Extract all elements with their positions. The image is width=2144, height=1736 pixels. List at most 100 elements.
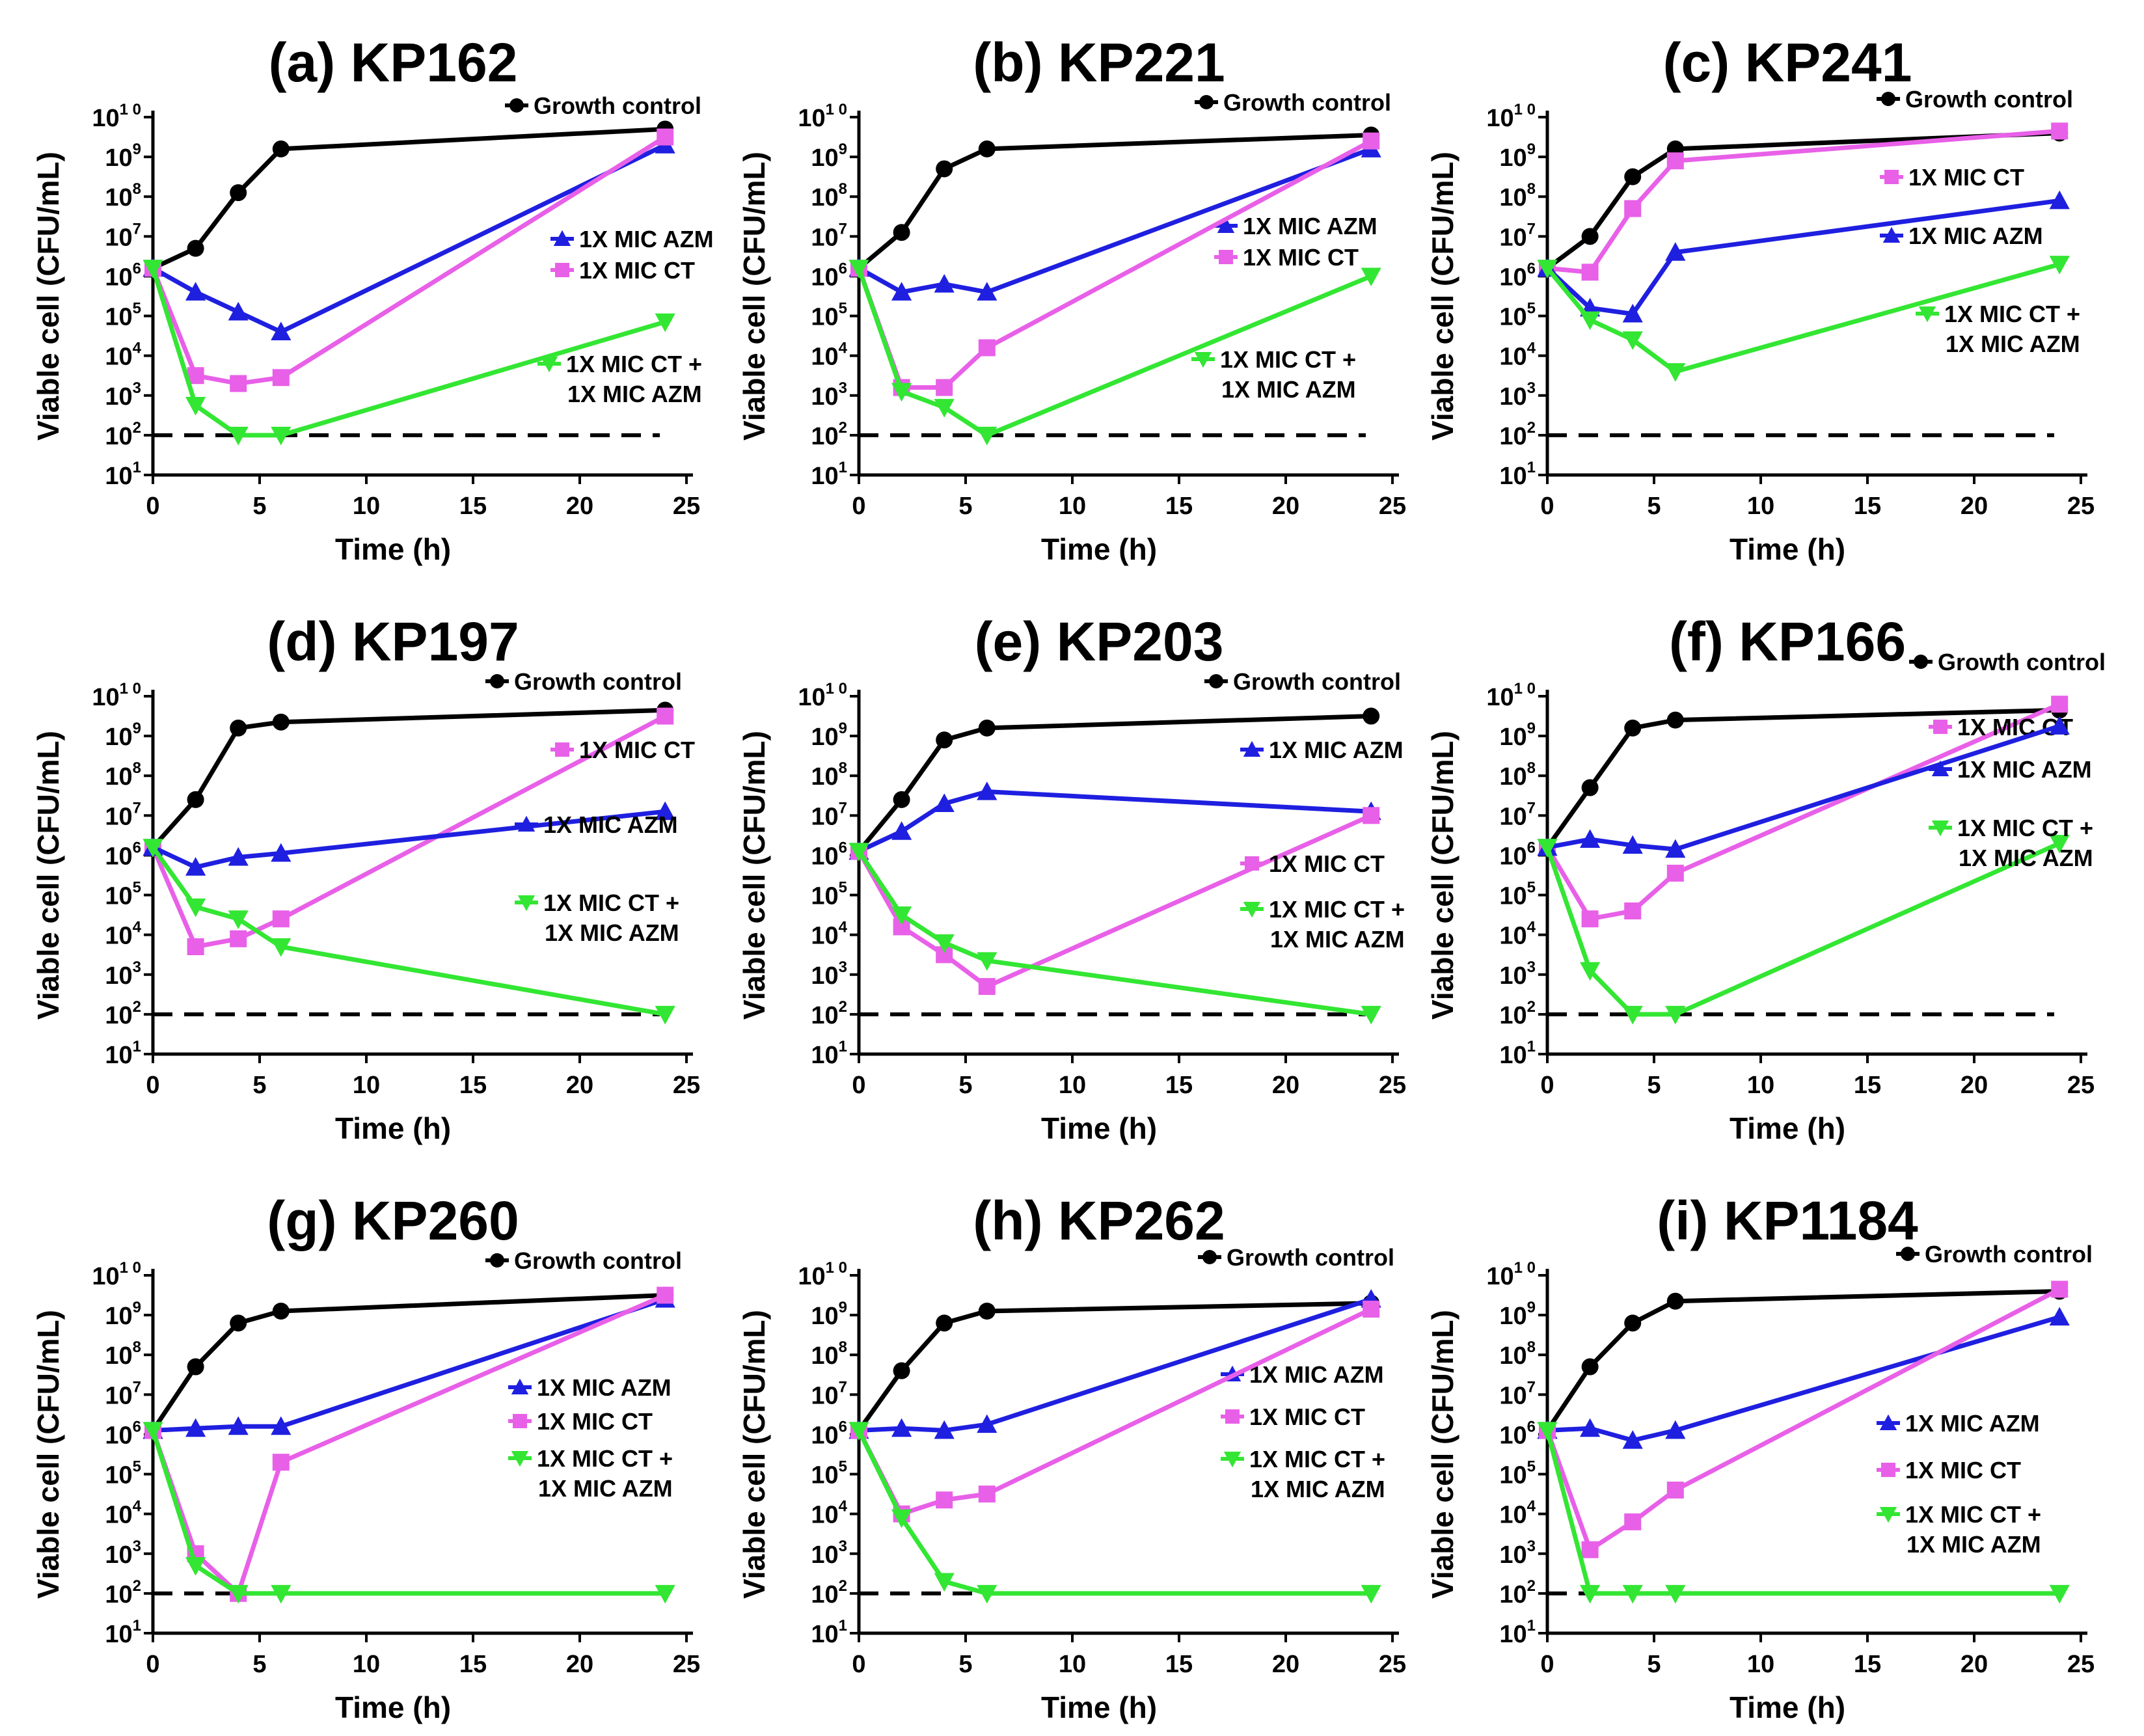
y-tick-label: 105	[811, 879, 847, 910]
y-tick-label: 101 0	[798, 1259, 847, 1290]
panel-b-kp221: (b) KP221 0 5 10 15 20 25 101 102 103 104 105 106 107…	[737, 32, 1406, 566]
y-tick-label: 106	[105, 1418, 141, 1449]
data-point-1x-mic-ct-1x-mic-azm	[891, 906, 912, 925]
legend-label: Growth control	[1938, 649, 2106, 675]
y-tick-label: 109	[811, 141, 847, 172]
y-tick-label: 101 0	[92, 680, 141, 711]
data-point-1x-mic-ct	[1666, 152, 1684, 170]
legend-label: 1X MIC AZM	[579, 226, 714, 252]
y-tick-label: 105	[105, 1458, 141, 1489]
series-1x-mic-ct-1x-mic-azm	[1537, 256, 2070, 382]
legend-label: 1X MIC CT +1X MIC AZM	[1249, 1446, 1385, 1502]
x-tick-label: 20	[1961, 1072, 1988, 1099]
legend-item-1x-mic-ct: 1X MIC CT	[1221, 1404, 1365, 1430]
x-axis-label: Time (h)	[335, 1111, 451, 1145]
x-tick-label: 0	[146, 1651, 159, 1678]
panel-title: (d) KP197	[267, 611, 519, 672]
x-tick-label: 20	[566, 493, 593, 520]
data-point-1x-mic-azm	[185, 857, 206, 876]
series-1x-mic-ct-1x-mic-azm	[848, 260, 1381, 446]
y-tick-label: 105	[1499, 879, 1536, 910]
data-point-1x-mic-ct-1x-mic-azm	[1361, 1584, 1381, 1604]
legend-item-1x-mic-azm: 1X MIC AZM	[1877, 1410, 2040, 1437]
data-point-1x-mic-ct	[1363, 1300, 1380, 1318]
data-point-1x-mic-ct-1x-mic-azm	[142, 260, 163, 278]
data-point-1x-mic-ct-1x-mic-azm	[1622, 331, 1643, 350]
y-tick-label: 101	[1499, 459, 1536, 490]
legend-item-1x-mic-azm: 1X MIC AZM	[508, 1374, 672, 1401]
x-tick-label: 20	[1272, 1651, 1299, 1678]
x-tick-label: 5	[958, 493, 972, 520]
y-tick-label: 106	[105, 839, 141, 870]
data-point-1x-mic-ct-1x-mic-azm	[1537, 839, 1558, 858]
y-axis-label: Viable cell (CFU/mL)	[1426, 731, 1459, 1020]
data-point-1x-mic-azm	[1622, 835, 1643, 854]
data-point-1x-mic-ct-1x-mic-azm	[185, 1557, 206, 1576]
legend-label: 1X MIC AZM	[1243, 213, 1377, 239]
data-point-1x-mic-ct-1x-mic-azm	[185, 898, 206, 917]
data-point-1x-mic-ct-1x-mic-azm	[848, 260, 869, 278]
data-point-1x-mic-ct-1x-mic-azm	[934, 934, 955, 953]
y-axis-label: Viable cell (CFU/mL)	[1426, 1310, 1459, 1599]
series-1x-mic-ct-1x-mic-azm	[1537, 1422, 2070, 1604]
data-point-growth-control	[187, 1358, 204, 1376]
data-point-1x-mic-ct	[1581, 910, 1599, 928]
panel-c-kp241: (c) KP241 0 5 10 15 20 25 101 102 103 104 105 106 107…	[1426, 32, 2095, 566]
legend-label: 1X MIC CT	[1905, 1457, 2021, 1484]
x-tick-label: 25	[673, 1072, 700, 1099]
x-tick-label: 0	[146, 1072, 159, 1099]
y-tick-label: 108	[811, 1338, 847, 1370]
x-tick-label: 10	[1059, 1072, 1086, 1099]
data-point-1x-mic-azm	[185, 282, 206, 301]
y-tick-label: 104	[811, 919, 847, 950]
legend-label: 1X MIC CT +1X MIC AZM	[1220, 346, 1356, 403]
y-tick-label: 109	[1499, 1299, 1536, 1330]
y-tick-label: 108	[1499, 759, 1536, 791]
series-1x-mic-ct-1x-mic-azm	[1537, 835, 2070, 1025]
legend-item-1x-mic-ct: 1X MIC CT	[1880, 164, 2024, 191]
x-tick-label: 0	[852, 1072, 865, 1099]
legend-label: 1X MIC CT +1X MIC AZM	[543, 889, 679, 946]
data-point-1x-mic-ct-1x-mic-azm	[655, 1005, 675, 1025]
legend-item-growth-control: Growth control	[485, 668, 682, 695]
data-point-1x-mic-azm	[891, 821, 912, 840]
data-point-1x-mic-azm	[977, 282, 997, 301]
y-tick-label: 103	[811, 958, 847, 990]
data-point-growth-control	[1581, 1358, 1599, 1376]
data-point-1x-mic-ct-1x-mic-azm	[1537, 1422, 1558, 1441]
x-tick-label: 15	[1854, 493, 1881, 520]
legend-label: 1X MIC CT	[1269, 850, 1385, 877]
y-axis-label: Viable cell (CFU/mL)	[31, 1310, 65, 1599]
y-axis-label: Viable cell (CFU/mL)	[737, 152, 771, 441]
x-tick-label: 20	[1272, 493, 1299, 520]
data-point-1x-mic-azm	[1665, 1420, 1686, 1439]
data-point-growth-control	[1666, 711, 1684, 729]
data-point-1x-mic-ct	[1624, 1513, 1642, 1530]
y-tick-label: 108	[811, 180, 847, 211]
data-point-1x-mic-ct	[1624, 902, 1642, 919]
legend-label: 1X MIC AZM	[1249, 1361, 1384, 1388]
series-1x-mic-ct-1x-mic-azm	[848, 843, 1381, 1025]
x-axis-label: Time (h)	[1730, 1690, 1845, 1724]
panel-title: (g) KP260	[267, 1190, 519, 1251]
x-tick-label: 0	[1540, 1072, 1554, 1099]
y-tick-label: 104	[1499, 340, 1536, 371]
legend-label: 1X MIC CT	[1249, 1404, 1365, 1430]
y-axis-label: Viable cell (CFU/mL)	[737, 1310, 771, 1599]
data-point-1x-mic-azm	[2049, 1307, 2070, 1326]
y-tick-label: 105	[1499, 1458, 1536, 1489]
data-point-1x-mic-ct	[657, 707, 674, 725]
legend-item-1x-mic-azm: 1X MIC AZM	[1929, 756, 2092, 783]
data-point-1x-mic-ct-1x-mic-azm	[1580, 962, 1601, 981]
legend-label: 1X MIC CT	[1243, 244, 1359, 271]
data-point-growth-control	[936, 160, 953, 178]
y-tick-label: 103	[105, 958, 141, 990]
data-point-1x-mic-ct	[272, 369, 290, 387]
y-tick-label: 106	[811, 260, 847, 291]
y-tick-label: 101	[811, 459, 847, 490]
y-tick-label: 102	[105, 998, 141, 1029]
data-point-1x-mic-ct	[230, 375, 247, 392]
data-point-1x-mic-ct	[1666, 864, 1684, 882]
data-point-1x-mic-azm	[934, 1420, 955, 1439]
y-tick-label: 104	[1499, 919, 1536, 950]
